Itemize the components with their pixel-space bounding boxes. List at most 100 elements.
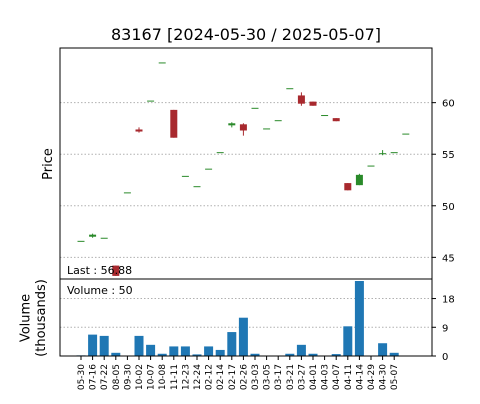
candle: [100, 237, 108, 239]
candle-body: [158, 62, 166, 64]
last-price-label: Last : 56.88: [67, 264, 132, 277]
date-tick-label: 05-30: [77, 364, 87, 390]
candle-body: [297, 95, 305, 104]
candle-body: [239, 124, 247, 131]
candle-body: [147, 100, 155, 102]
candle-body: [251, 107, 259, 109]
candle-body: [100, 237, 108, 239]
date-tick-label: 12-24: [193, 364, 203, 390]
candle-body: [205, 168, 213, 170]
volume-bar: [308, 353, 318, 356]
date-tick-label: 02-14: [216, 364, 226, 390]
candle-body: [274, 120, 282, 122]
date-tick-label: 05-07: [390, 364, 400, 390]
candle: [158, 62, 166, 64]
candle: [321, 115, 329, 117]
candle: [332, 118, 340, 122]
candle: [147, 100, 155, 102]
date-tick-label: 10-08: [158, 364, 168, 390]
volume-bar: [296, 344, 306, 356]
volume-bar: [285, 353, 295, 356]
candle: [135, 127, 143, 133]
candle-body: [402, 133, 410, 135]
candle: [355, 173, 363, 186]
candle: [367, 165, 375, 167]
volume-bar: [389, 352, 399, 356]
volume-bar: [157, 353, 167, 356]
date-tick-label: 09-30: [123, 364, 133, 390]
candle: [193, 186, 201, 188]
chart-title: 83167 [2024-05-30 / 2025-05-07]: [111, 25, 381, 44]
date-tick-label: 04-03: [321, 364, 331, 390]
date-tick-label: 11-11: [170, 364, 180, 390]
date-tick-label: 03-05: [263, 364, 273, 390]
candle: [297, 92, 305, 106]
volume-bar: [238, 317, 248, 356]
candle: [112, 265, 120, 276]
date-tick-label: 04-14: [355, 364, 365, 390]
volume-axis-ticks: 0 9 18: [432, 295, 455, 363]
date-tick-label: 04-07: [332, 364, 342, 390]
date-tick-label: 10-07: [147, 364, 157, 390]
price-tick-label: 55: [442, 150, 455, 161]
candle-body: [344, 183, 352, 191]
candlesticks: [77, 62, 410, 276]
date-tick-label: 03-17: [274, 364, 284, 390]
candle-body: [321, 115, 329, 117]
candle: [274, 120, 282, 122]
price-gridlines: [60, 102, 432, 258]
date-tick-label: 03-03: [251, 364, 261, 390]
volume-bar: [99, 335, 109, 356]
candle: [263, 128, 271, 130]
date-tick-label: 02-17: [228, 364, 238, 390]
candle: [309, 101, 317, 106]
volume-bar: [88, 334, 98, 356]
candle: [239, 123, 247, 136]
candle: [216, 152, 224, 154]
candle: [379, 150, 387, 156]
volume-bar: [354, 281, 364, 356]
date-tick-label: 04-29: [367, 364, 377, 390]
candle-body: [193, 186, 201, 188]
candle: [77, 240, 85, 242]
candle-body: [135, 129, 143, 132]
volume-bar: [192, 354, 202, 356]
volume-axis-label: Volume(thousands): [19, 279, 50, 357]
date-tick-label: 12-23: [181, 364, 191, 390]
price-tick-label: 50: [442, 202, 455, 213]
candle: [286, 88, 294, 90]
candle-body: [367, 165, 375, 167]
volume-axis-label-line: (thousands): [34, 279, 49, 357]
volume-panel-frame: [59, 278, 433, 357]
volume-bar: [146, 344, 156, 356]
candle-body: [228, 123, 236, 126]
price-tick-label: 60: [442, 99, 455, 110]
price-axis-ticks: 45 50 55 60: [432, 99, 455, 264]
volume-bar: [215, 349, 225, 356]
candle: [228, 122, 236, 128]
volume-axis-label-line: Volume: [19, 294, 34, 342]
candle-body: [309, 101, 317, 106]
volume-tick-label: 18: [442, 295, 455, 306]
volume-bar: [204, 346, 214, 356]
date-tick-label: 07-16: [89, 364, 99, 390]
candle: [181, 175, 189, 177]
volume-bar: [378, 343, 388, 356]
date-tick-label: 04-30: [379, 364, 389, 390]
volume-bar: [343, 326, 353, 356]
candle-body: [181, 175, 189, 177]
price-axis-label: Price: [41, 148, 56, 180]
candle-body: [77, 240, 85, 242]
volume-bar: [180, 346, 190, 356]
date-tick-label: 02-12: [205, 364, 215, 390]
price-tick-label: 45: [442, 253, 455, 264]
candle-body: [89, 234, 97, 237]
date-tick-label: 04-11: [344, 364, 354, 390]
volume-bar: [134, 335, 144, 356]
volume-tick-label: 9: [442, 323, 448, 334]
candle: [89, 233, 97, 238]
volume-value-label: Volume : 50: [67, 284, 133, 297]
volume-bar: [169, 346, 179, 356]
